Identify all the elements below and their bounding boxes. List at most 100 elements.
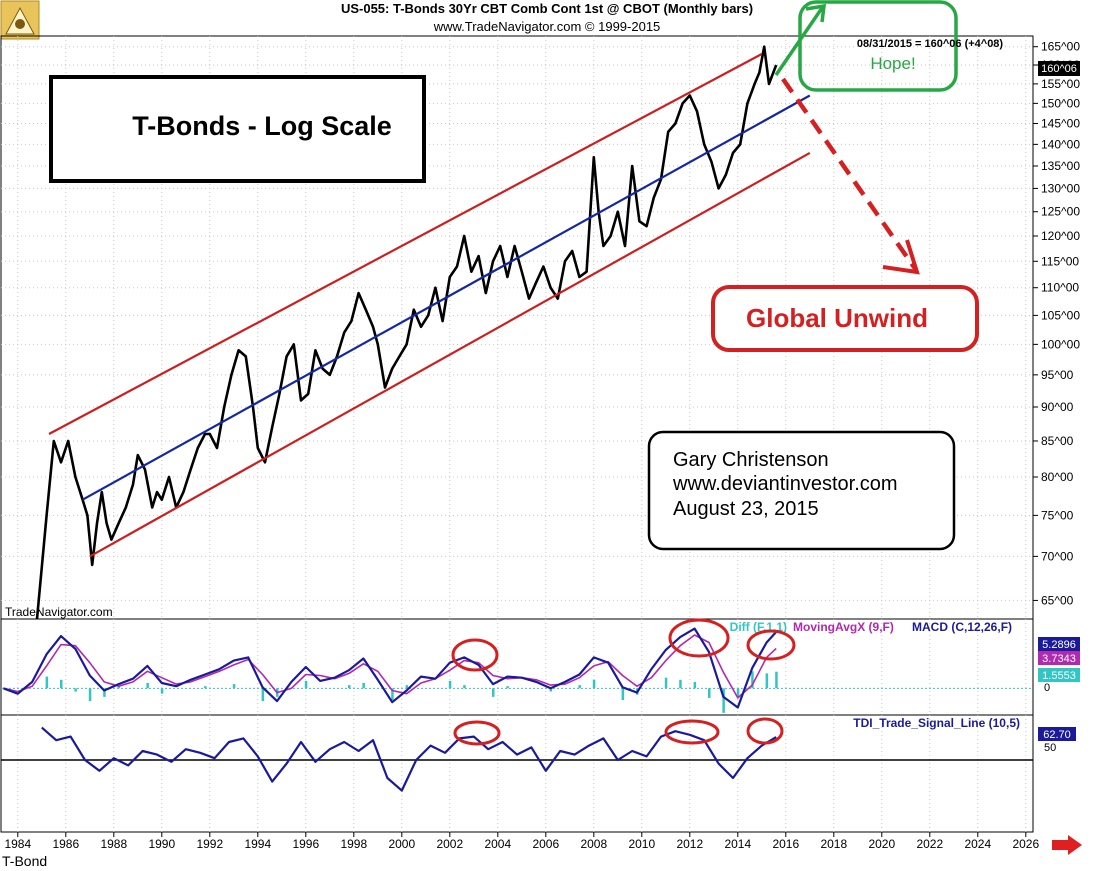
unwind-arrow [781, 77, 918, 272]
tdi-value-badge: 62.70 [1038, 727, 1076, 741]
global-unwind-box [711, 285, 979, 352]
diff-bar [204, 686, 207, 689]
tdi-signal-line [41, 726, 777, 792]
diff-bar [74, 688, 77, 692]
y-tick-label-130: 130^00 [1041, 181, 1080, 195]
tdi-50-tick: 50 [1044, 742, 1056, 754]
last-price-badge: 160^06 [1038, 61, 1080, 76]
diff-bar [103, 688, 106, 697]
series-channel-bottom [89, 151, 811, 558]
x-tick-label-2008: 2008 [580, 837, 607, 851]
title-box [49, 75, 426, 183]
x-tick-label-2026: 2026 [1012, 837, 1039, 851]
macd-value: 5.2896 [1042, 639, 1076, 651]
diff-bar [621, 688, 625, 701]
tdi-panel-frame [0, 714, 1034, 833]
diff-bar [765, 673, 769, 689]
diff-bar [232, 684, 236, 689]
diff-bar [88, 688, 92, 702]
y-tick-label-145: 145^00 [1041, 117, 1080, 131]
macd-circle-2015 [746, 629, 796, 661]
y-tick-label-80: 80^00 [1041, 470, 1074, 484]
tdi-value: 62.70 [1043, 729, 1071, 741]
diff-bar [463, 685, 466, 689]
y-tick-label-135: 135^00 [1041, 159, 1080, 173]
global-unwind-text: Global Unwind [746, 303, 928, 333]
y-tick-label-155: 155^00 [1041, 77, 1080, 91]
price-plot [35, 45, 811, 620]
diff-bar [708, 688, 711, 698]
macd-circle-2012 [668, 618, 730, 658]
diff-bar [405, 685, 409, 689]
x-tick-label-1994: 1994 [244, 837, 271, 851]
diff-bar [775, 671, 778, 689]
date-axis: 1984 1986 1988 1990 1992 1994 1996 1998 2000 2002… [4, 832, 1039, 851]
macd-plot [1, 627, 1033, 713]
tdi-circle-2003 [453, 720, 501, 746]
x-tick-label-2018: 2018 [820, 837, 847, 851]
tradenavigator-logo [0, 0, 40, 40]
y-tick-label-75: 75^00 [1041, 508, 1074, 522]
chart-copyright: www.TradeNavigator.com © 1999-2015 [433, 19, 661, 34]
y-tick-label-140: 140^00 [1041, 137, 1080, 151]
macd-zero-tick: 0 [1044, 682, 1050, 694]
macd-value-badge: 5.2896 [1038, 637, 1080, 651]
tdi-circle-2015 [746, 717, 784, 745]
diff-bar [492, 688, 495, 697]
series-trend [82, 94, 811, 501]
diff-bar [578, 685, 581, 689]
x-tick-label-1990: 1990 [148, 837, 175, 851]
y-tick-label-90: 90^00 [1041, 400, 1074, 414]
x-tick-label-1984: 1984 [4, 837, 31, 851]
diff-bar [146, 683, 149, 689]
y-tick-label-85: 85^00 [1041, 434, 1074, 448]
x-tick-label-2020: 2020 [868, 837, 895, 851]
y-tick-label-150: 150^00 [1041, 96, 1080, 110]
x-tick-label-2014: 2014 [724, 837, 751, 851]
diff-bar [549, 688, 553, 692]
diff-bar [304, 680, 308, 689]
y-tick-label-70: 70^00 [1041, 549, 1074, 563]
diff-bar [722, 688, 725, 713]
author-website: www.deviantinvestor.com [672, 473, 898, 495]
signal-value-badge: 3.7343 [1038, 651, 1080, 665]
diff-bar [679, 679, 682, 689]
diff-bar [448, 680, 452, 689]
symbol-label: T-Bond [2, 853, 47, 869]
y-tick-label-115: 115^00 [1041, 254, 1079, 268]
signal-value: 3.7343 [1042, 653, 1076, 665]
series-price [35, 45, 778, 620]
y-tick-label-125: 125^00 [1041, 205, 1080, 219]
price-axis: 65^00 70^00 75^00 80^00 85^00 90^00 95^00 100^0… [1033, 40, 1080, 607]
last-price-value: 160^06 [1041, 63, 1077, 75]
diff-bar [117, 686, 121, 689]
legend-macd: MACD (C,12,26,F) [912, 620, 1012, 634]
diff-bar [362, 683, 365, 689]
y-tick-label-165: 165^00 [1041, 40, 1080, 54]
x-tick-label-2016: 2016 [772, 837, 799, 851]
x-tick-label-1988: 1988 [100, 837, 127, 851]
last-quote-label: 08/31/2015 = 160^06 (+4^08) [857, 38, 1004, 50]
tdi-plot [1, 726, 1033, 792]
diff-bar [261, 688, 265, 702]
scroll-right-arrow-icon[interactable] [1052, 835, 1082, 855]
author-date: August 23, 2015 [673, 498, 819, 520]
macd-line [3, 627, 778, 709]
x-tick-label-2012: 2012 [676, 837, 703, 851]
legend-tdi: TDI_Trade_Signal_Line (10,5) [853, 716, 1020, 730]
y-tick-label-105: 105^00 [1041, 308, 1080, 322]
y-tick-label-110: 110^00 [1041, 281, 1079, 295]
diff-value: 1.5553 [1042, 670, 1076, 682]
x-tick-label-1986: 1986 [52, 837, 79, 851]
series-channel-top [48, 53, 763, 435]
x-tick-label-2006: 2006 [532, 837, 559, 851]
diff-value-badge: 1.5553 [1038, 668, 1080, 682]
diff-bar [391, 688, 394, 701]
diff-bar [45, 676, 49, 689]
x-tick-label-2000: 2000 [388, 837, 415, 851]
y-tick-label-120: 120^00 [1041, 229, 1080, 243]
y-tick-label-65: 65^00 [1041, 593, 1074, 607]
diff-bar [60, 679, 63, 689]
x-tick-label-2024: 2024 [964, 837, 991, 851]
x-tick-label-1998: 1998 [340, 837, 367, 851]
